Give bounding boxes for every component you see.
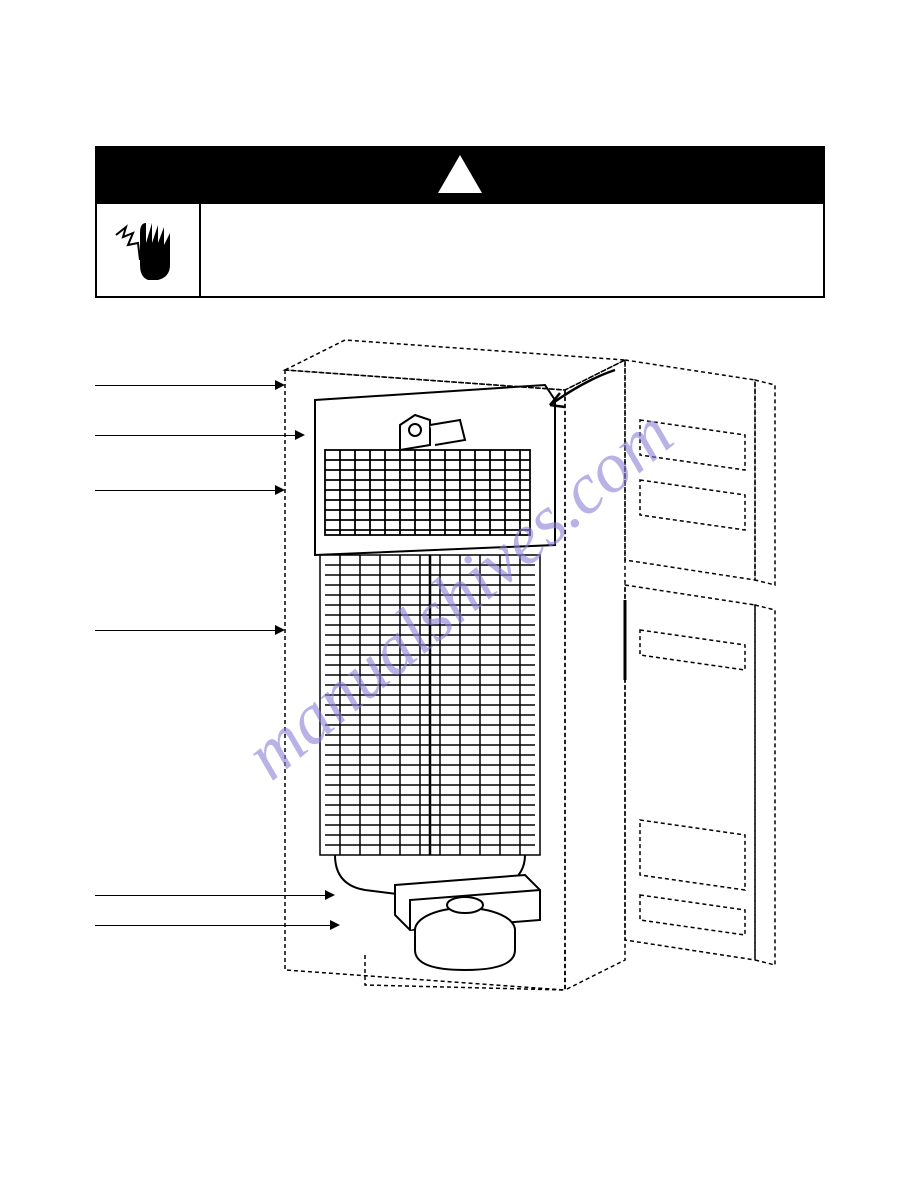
refrigerator-diagram xyxy=(95,330,825,1010)
warning-icon-cell xyxy=(97,204,201,296)
warning-callout-box xyxy=(95,202,825,298)
warning-banner xyxy=(95,146,825,202)
electrical-shock-hand-icon xyxy=(108,215,188,285)
manual-page: manualshives.com xyxy=(0,0,918,1188)
leader-line-1 xyxy=(95,385,275,386)
warning-text-cell xyxy=(201,204,823,296)
refrigerator-svg xyxy=(265,330,825,1010)
leader-line-4 xyxy=(95,630,275,631)
leader-line-3 xyxy=(95,490,275,491)
warning-triangle-icon xyxy=(438,155,482,193)
